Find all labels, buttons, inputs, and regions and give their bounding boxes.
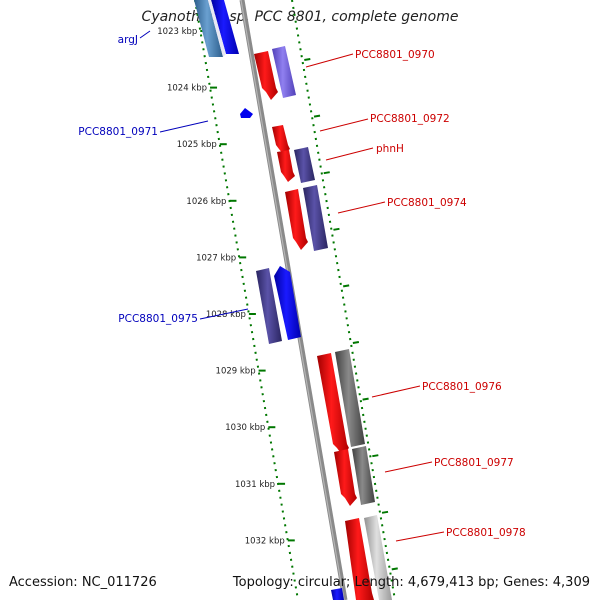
- outer-ruler-tick: [343, 284, 350, 288]
- label-pcc8801-0978[interactable]: PCC8801_0978: [446, 527, 526, 539]
- tick-label: 1029 kbp: [216, 367, 256, 377]
- label-pcc8801-0976[interactable]: PCC8801_0976: [422, 381, 502, 393]
- gene-pcc8801-0977[interactable]: [334, 449, 357, 506]
- outer-ruler-tick: [304, 58, 311, 61]
- tick-label: 1025 kbp: [177, 140, 217, 150]
- label-pcc8801-0974[interactable]: PCC8801_0974: [387, 197, 467, 209]
- tick-label: 1032 kbp: [245, 536, 285, 546]
- gene-phnh-partner[interactable]: [294, 147, 315, 183]
- label-argj[interactable]: argJ: [118, 34, 138, 46]
- outer-ruler-tick: [362, 397, 369, 401]
- gene-pcc8801-0977-partner[interactable]: [352, 446, 375, 505]
- gene-pcc8801-0970[interactable]: [254, 51, 278, 100]
- gene-argj-region-white: [208, 0, 226, 57]
- label-phnh[interactable]: phnH: [376, 143, 404, 155]
- tick-label: 1031 kbp: [235, 480, 275, 490]
- gene-pcc8801-0978-partner[interactable]: [364, 515, 392, 600]
- gene-pcc8801-0976-partner[interactable]: [335, 349, 365, 447]
- gene-pcc8801-0976[interactable]: [317, 353, 349, 455]
- gene-argj-region-blue[interactable]: [211, 0, 239, 54]
- tick-label: 1024 kbp: [167, 84, 207, 94]
- gene-phnh[interactable]: [277, 150, 295, 182]
- tick-marks: 1023 kbp 1024 kbp 1025 kbp 1026 kbp 1027 kbp…: [157, 27, 295, 546]
- outer-ruler-tick: [323, 171, 330, 175]
- gene-pcc8801-0978[interactable]: [345, 518, 374, 600]
- tick-label: 1030 kbp: [225, 423, 265, 433]
- gene-features: [194, 0, 392, 600]
- genome-stats-text: Topology: circular; Length: 4,679,413 bp…: [232, 575, 590, 590]
- outer-ruler-tick: [333, 227, 340, 231]
- gene-pcc8801-0972[interactable]: [272, 125, 290, 154]
- outer-ruler-tick: [352, 341, 360, 344]
- gene-pcc8801-0975[interactable]: [256, 268, 282, 344]
- label-pcc8801-0970[interactable]: PCC8801_0970: [355, 49, 435, 61]
- tick-label: 1023 kbp: [157, 27, 197, 37]
- tick-label: 1028 kbp: [206, 310, 246, 320]
- gene-bottom-partial-blue[interactable]: [331, 588, 344, 600]
- outer-ruler-tick: [313, 114, 321, 118]
- tick-label: 1027 kbp: [196, 253, 236, 263]
- label-pcc8801-0977[interactable]: PCC8801_0977: [434, 457, 514, 469]
- outer-ruler-tick: [381, 510, 389, 514]
- label-pcc8801-0971[interactable]: PCC8801_0971: [78, 126, 158, 138]
- gene-pcc8801-0975-partner[interactable]: [274, 266, 301, 340]
- outer-ruler-line: [291, 0, 396, 600]
- outer-ruler-tick: [391, 567, 398, 571]
- outer-ruler-tick: [372, 454, 379, 458]
- gene-pcc8801-0974[interactable]: [285, 189, 308, 250]
- gene-pcc8801-0971[interactable]: [240, 108, 253, 118]
- accession-text: Accession: NC_011726: [9, 575, 157, 590]
- tick-label: 1026 kbp: [186, 197, 226, 207]
- gene-pcc8801-0970-partner[interactable]: [272, 46, 296, 98]
- gene-argj-region-steel[interactable]: [194, 0, 223, 57]
- label-leader-lines: [139, 30, 445, 542]
- label-pcc8801-0975[interactable]: PCC8801_0975: [118, 313, 198, 325]
- gene-labels: argJ PCC8801_0970 PCC8801_0971 PCC8801_0…: [78, 34, 525, 539]
- label-pcc8801-0972[interactable]: PCC8801_0972: [370, 113, 450, 125]
- gene-pcc8801-0974-partner[interactable]: [303, 185, 328, 251]
- outer-tick-marks: [304, 58, 398, 571]
